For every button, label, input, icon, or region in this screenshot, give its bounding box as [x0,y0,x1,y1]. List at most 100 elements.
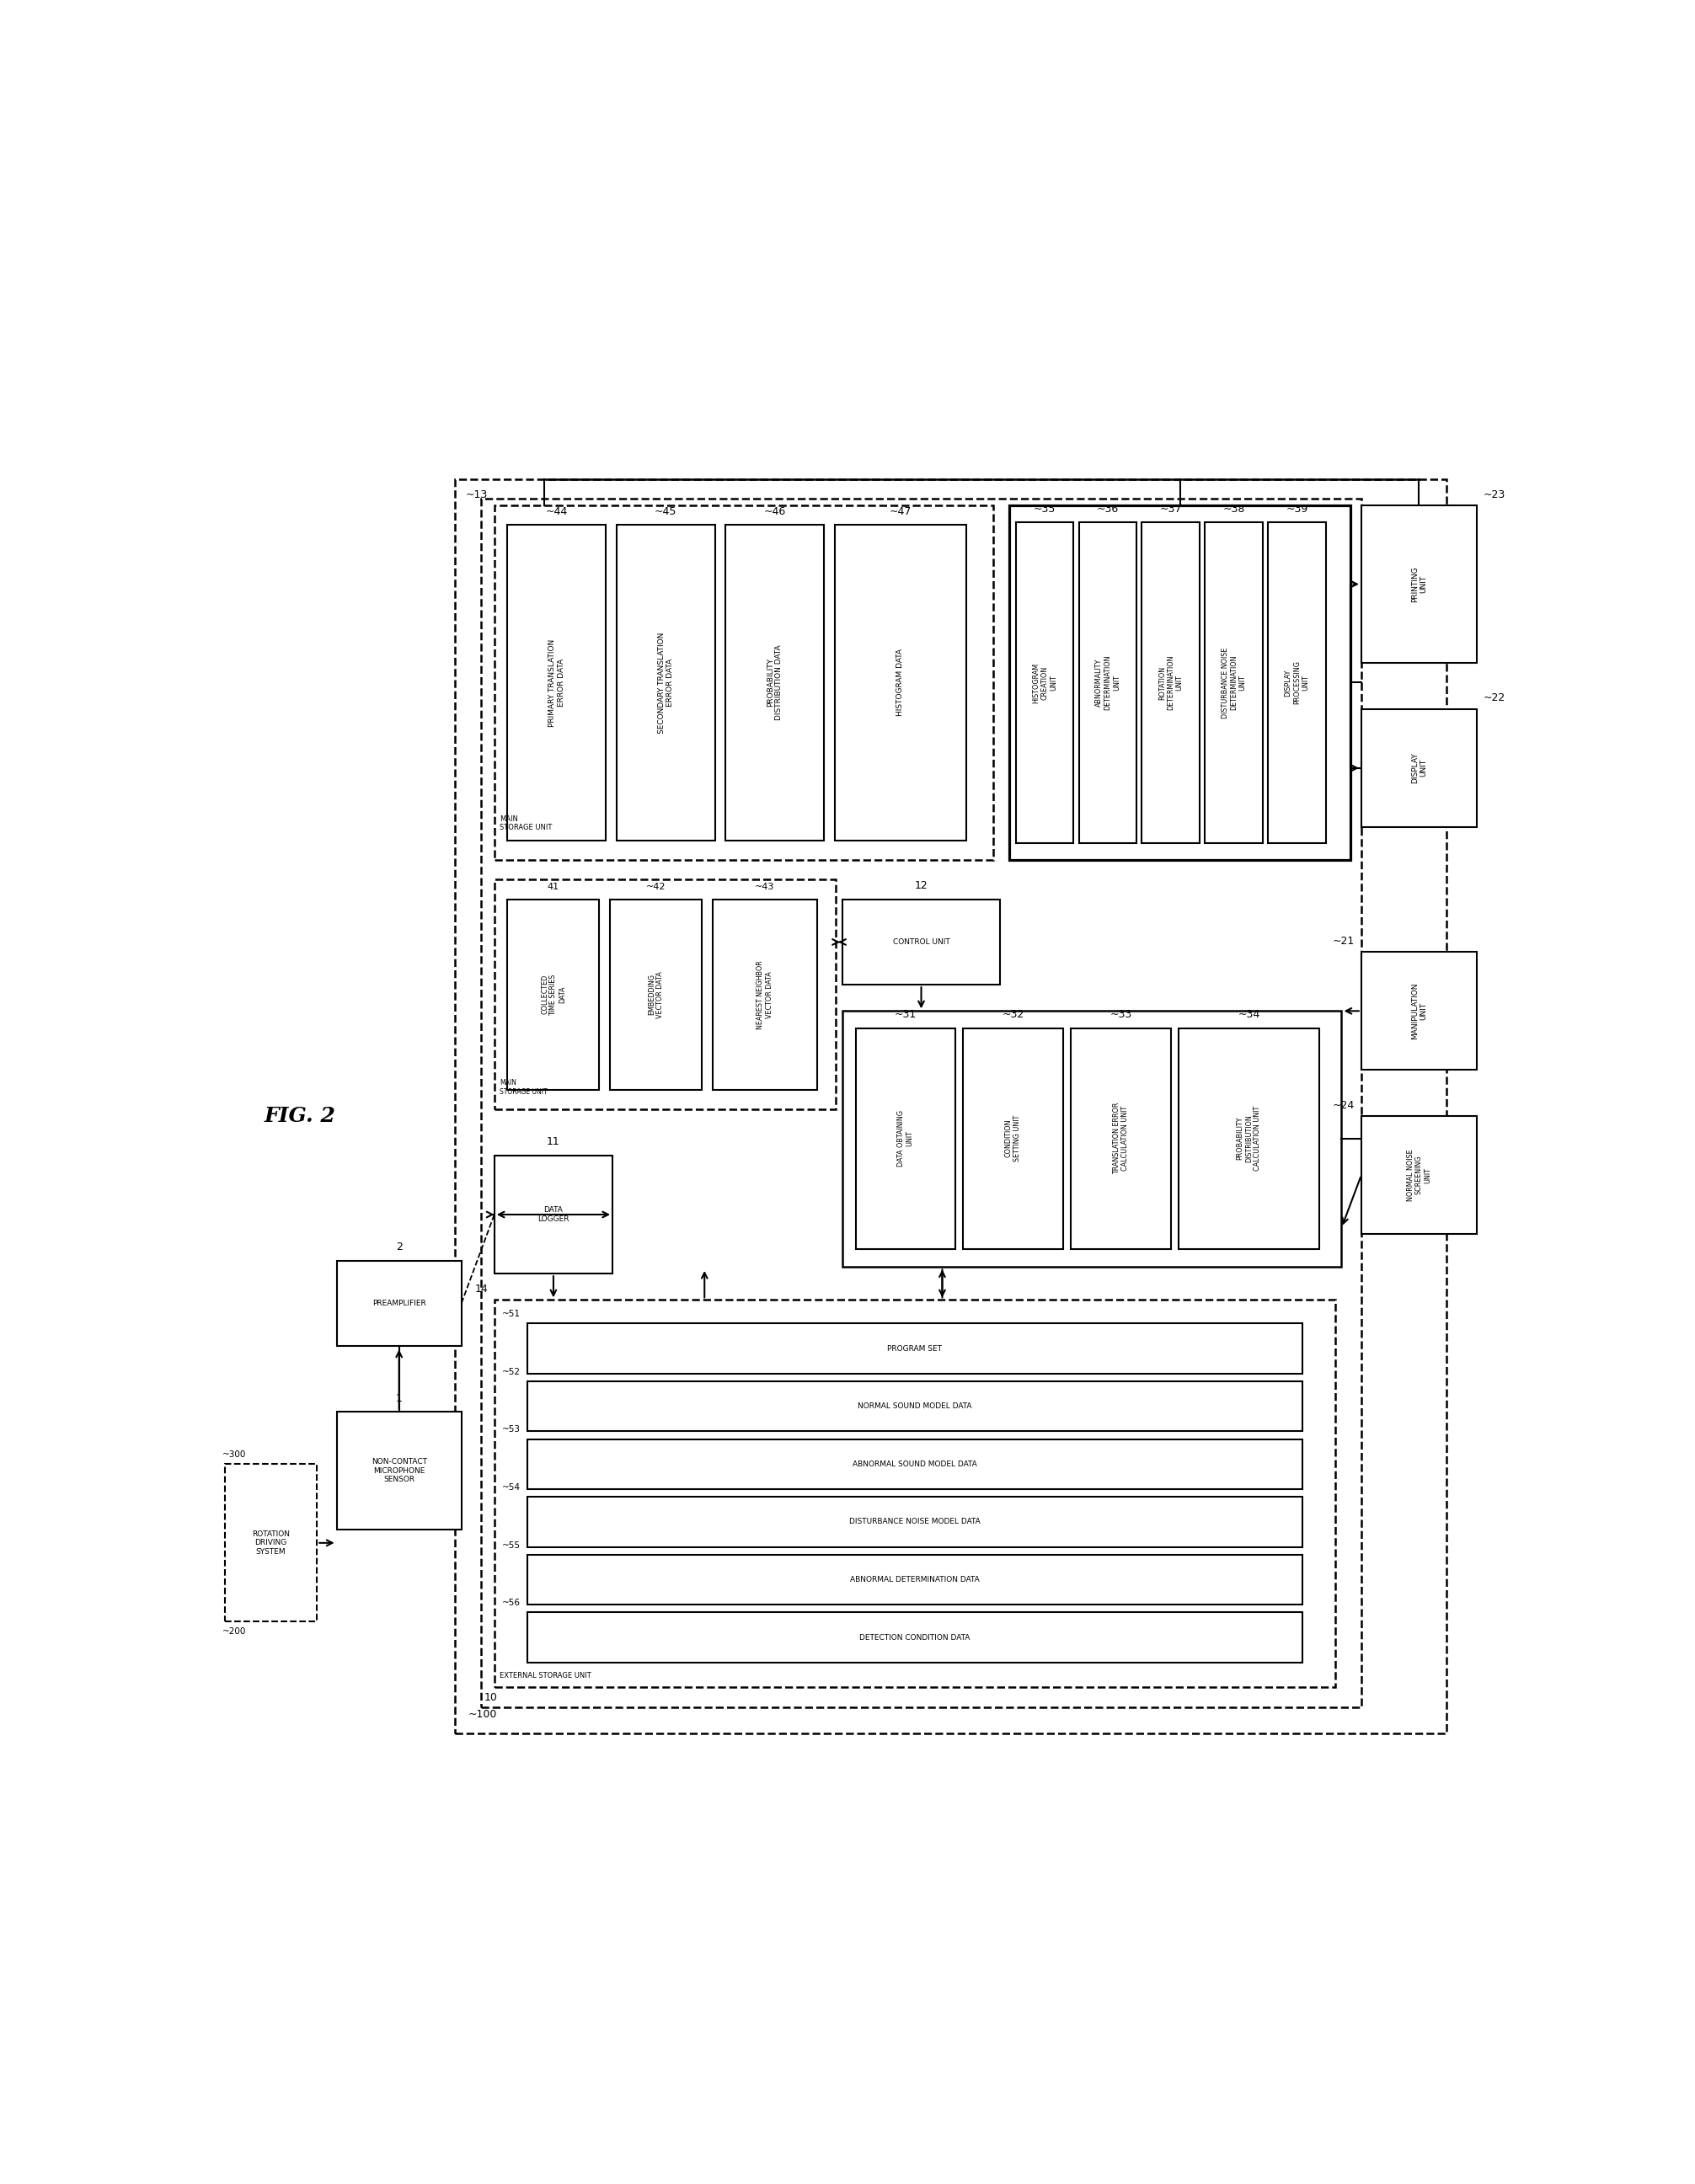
Text: TRANSLATION ERROR
CALCULATION UNIT: TRANSLATION ERROR CALCULATION UNIT [1112,1103,1129,1175]
Text: ~56: ~56 [502,1599,520,1607]
Text: ~39: ~39 [1287,505,1309,515]
Bar [337,1411,461,1529]
Bar [495,505,993,860]
Text: ~35: ~35 [1034,505,1056,515]
Text: ~32: ~32 [1002,1009,1024,1020]
Text: 1: 1 [395,1393,402,1404]
Text: SECONDARY TRANSLATION
ERROR DATA: SECONDARY TRANSLATION ERROR DATA [658,631,675,734]
Bar [527,1496,1302,1546]
Bar [1078,522,1137,843]
Text: 41: 41 [547,882,559,891]
Text: EXTERNAL STORAGE UNIT: EXTERNAL STORAGE UNIT [500,1673,592,1679]
Bar [454,478,1446,1734]
Bar [507,524,605,841]
Bar [842,900,1000,985]
Text: ~45: ~45 [654,507,676,518]
Text: 2: 2 [395,1243,402,1254]
Text: 10: 10 [483,1693,497,1704]
Text: EMBEDDING
VECTOR DATA: EMBEDDING VECTOR DATA [647,972,664,1018]
Text: NON-CONTACT
MICROPHONE
SENSOR: NON-CONTACT MICROPHONE SENSOR [371,1459,427,1483]
Bar [495,1299,1336,1688]
Text: MAIN
STORAGE UNIT: MAIN STORAGE UNIT [500,1079,547,1096]
Text: ABNORMAL DETERMINATION DATA: ABNORMAL DETERMINATION DATA [849,1577,980,1583]
Text: 14: 14 [475,1284,488,1295]
Text: ~55: ~55 [502,1542,520,1548]
Text: ~23: ~23 [1483,489,1505,500]
Text: ~44: ~44 [546,507,568,518]
Bar [1015,522,1073,843]
Text: COLLECTED
TIME SERIES
DATA: COLLECTED TIME SERIES DATA [541,974,566,1016]
Text: DISTURBANCE NOISE
DETERMINATION
UNIT: DISTURBANCE NOISE DETERMINATION UNIT [1222,646,1246,719]
Bar [1361,952,1476,1070]
Text: ~300: ~300 [222,1450,246,1459]
Bar [495,880,836,1109]
Bar [725,524,824,841]
Text: ROTATION
DRIVING
SYSTEM: ROTATION DRIVING SYSTEM [253,1531,290,1555]
Bar [1361,710,1476,828]
Text: DISPLAY
PROCESSING
UNIT: DISPLAY PROCESSING UNIT [1285,662,1310,705]
Bar [1268,522,1325,843]
Text: ~51: ~51 [502,1310,520,1319]
Text: ~31: ~31 [895,1009,917,1020]
Text: DISPLAY
UNIT: DISPLAY UNIT [1410,753,1427,784]
Text: CONTROL UNIT: CONTROL UNIT [893,939,949,946]
Bar [1009,505,1351,860]
Text: ~38: ~38 [1222,505,1246,515]
Bar [856,1029,956,1249]
Bar [1361,505,1476,664]
Text: PROBABILITY
DISTRIBUTION
CALCULATION UNIT: PROBABILITY DISTRIBUTION CALCULATION UNI… [1236,1105,1261,1171]
Text: ~43: ~43 [754,882,775,891]
Bar [495,1155,612,1273]
Bar [617,524,715,841]
Text: ~36: ~36 [1097,505,1119,515]
Text: ~22: ~22 [1483,692,1505,703]
Bar [527,1612,1302,1662]
Bar [481,498,1361,1708]
Text: DETECTION CONDITION DATA: DETECTION CONDITION DATA [859,1634,970,1640]
Text: FIG. 2: FIG. 2 [264,1105,336,1127]
Bar [1361,1116,1476,1234]
Text: ABNORMAL SOUND MODEL DATA: ABNORMAL SOUND MODEL DATA [853,1461,976,1468]
Bar [1178,1029,1319,1249]
Bar [712,900,817,1090]
Text: ~200: ~200 [222,1627,246,1636]
Text: MAIN
STORAGE UNIT: MAIN STORAGE UNIT [500,815,553,832]
Bar [1071,1029,1171,1249]
Text: ~47: ~47 [890,507,912,518]
Text: ~46: ~46 [764,507,786,518]
Text: NORMAL NOISE
SCREENING
UNIT: NORMAL NOISE SCREENING UNIT [1407,1149,1432,1201]
Text: MANIPULATION
UNIT: MANIPULATION UNIT [1410,983,1427,1040]
Bar [1142,522,1200,843]
Bar [225,1463,317,1623]
Bar [337,1260,461,1345]
Text: 12: 12 [915,880,927,891]
Bar [842,1011,1342,1267]
Text: HISTOGRAM
CREATION
UNIT: HISTOGRAM CREATION UNIT [1032,662,1058,703]
Text: ~100: ~100 [468,1710,497,1721]
Text: ~13: ~13 [466,489,488,500]
Text: PREAMPLIFIER: PREAMPLIFIER [373,1299,425,1306]
Text: ~54: ~54 [502,1483,520,1492]
Text: PRIMARY TRANSLATION
ERROR DATA: PRIMARY TRANSLATION ERROR DATA [549,638,564,727]
Text: PROGRAM SET: PROGRAM SET [886,1345,942,1352]
Bar [527,1555,1302,1605]
Text: NEAREST NEIGHBOR
VECTOR DATA: NEAREST NEIGHBOR VECTOR DATA [756,961,773,1029]
Text: ~24: ~24 [1332,1101,1354,1112]
Bar [834,524,966,841]
Bar [527,1380,1302,1431]
Text: PRINTING
UNIT: PRINTING UNIT [1410,566,1427,603]
Text: ~52: ~52 [502,1367,520,1376]
Text: ~34: ~34 [1237,1009,1259,1020]
Bar [527,1439,1302,1489]
Text: NORMAL SOUND MODEL DATA: NORMAL SOUND MODEL DATA [858,1402,971,1411]
Text: ROTATION
DETERMINATION
UNIT: ROTATION DETERMINATION UNIT [1158,655,1183,710]
Text: ~33: ~33 [1110,1009,1132,1020]
Text: PROBABILITY
DISTRIBUTION DATA: PROBABILITY DISTRIBUTION DATA [766,644,783,721]
Text: DATA OBTAINING
UNIT: DATA OBTAINING UNIT [897,1109,914,1166]
Text: DATA
LOGGER: DATA LOGGER [537,1206,570,1223]
Bar [610,900,702,1090]
Text: DISTURBANCE NOISE MODEL DATA: DISTURBANCE NOISE MODEL DATA [849,1518,980,1527]
Text: HISTOGRAM DATA: HISTOGRAM DATA [897,649,903,716]
Bar [1205,522,1263,843]
Text: ~53: ~53 [502,1426,520,1435]
